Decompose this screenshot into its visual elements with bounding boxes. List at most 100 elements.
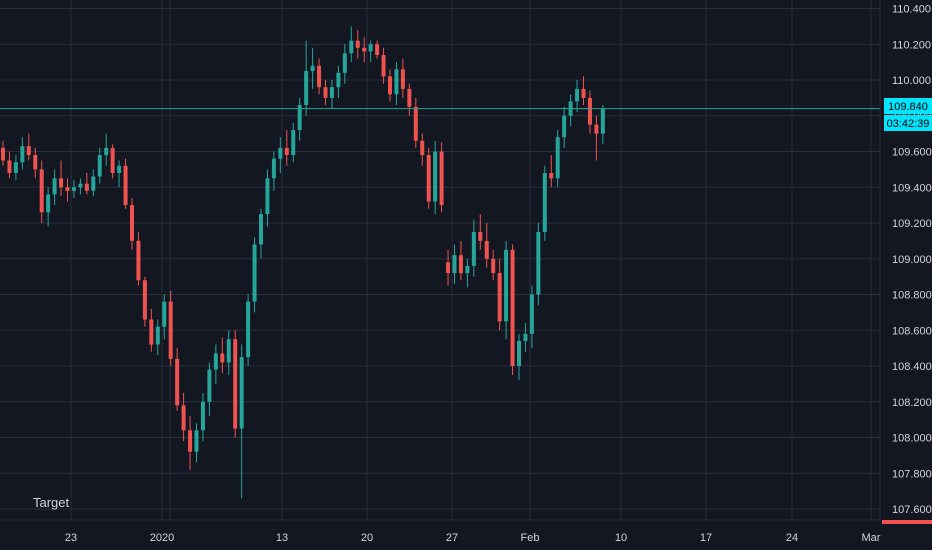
y-tick-label: 107.600: [892, 504, 932, 516]
x-tick-label: 2020: [150, 532, 174, 544]
candle: [39, 160, 44, 223]
candle-body: [407, 88, 412, 107]
candle: [297, 97, 302, 141]
candle-body: [600, 108, 605, 134]
candle-body: [594, 124, 599, 134]
candle-body: [117, 165, 122, 173]
candle-body: [549, 172, 554, 179]
candle: [310, 47, 315, 89]
candle-body: [349, 40, 354, 54]
candle: [136, 231, 141, 286]
candle-body: [504, 249, 509, 322]
candle: [175, 348, 180, 411]
candle-body: [587, 97, 592, 125]
countdown-badge: 03:42:39: [884, 115, 932, 131]
candle: [149, 308, 154, 352]
candle: [117, 160, 122, 188]
candle: [433, 140, 438, 215]
candle: [600, 105, 605, 145]
candle-body: [394, 69, 399, 95]
candle: [446, 249, 451, 286]
candle: [252, 237, 257, 313]
y-tick-label: 108.400: [892, 361, 932, 373]
price-axis-background: [880, 0, 932, 520]
candle-body: [194, 430, 199, 452]
candle: [220, 337, 225, 374]
candle: [84, 172, 89, 195]
candle: [329, 80, 334, 109]
candle-body: [542, 172, 547, 232]
candle-body: [20, 146, 25, 163]
candle-body: [130, 205, 134, 241]
candle-body: [84, 183, 89, 191]
candle-body: [213, 353, 218, 370]
candle-body: [252, 244, 257, 302]
candle-body: [497, 273, 502, 322]
candle: [46, 187, 51, 227]
x-tick-label: 17: [700, 532, 712, 544]
candle-body: [142, 280, 147, 320]
candle-body: [329, 87, 334, 98]
x-tick-label: 10: [615, 532, 627, 544]
candle-body: [388, 76, 392, 95]
candle: [517, 333, 521, 381]
x-tick-label: 13: [276, 532, 288, 544]
candle: [284, 130, 289, 166]
candle: [226, 330, 231, 375]
candle-body: [458, 255, 463, 274]
candle: [510, 244, 515, 375]
x-tick-label: 27: [446, 532, 458, 544]
candle-body: [239, 357, 244, 429]
candle-body: [97, 155, 102, 177]
last-price-badge[interactable]: 109.840: [884, 98, 932, 114]
candle-body: [484, 240, 489, 259]
candle-body: [265, 178, 270, 215]
candle: [362, 37, 367, 63]
y-tick-label: 108.800: [892, 290, 932, 302]
candle-body: [181, 405, 186, 431]
candle-body: [555, 137, 560, 179]
candle-body: [400, 69, 405, 89]
candle: [104, 133, 109, 166]
time-axis-background: [0, 520, 932, 550]
candle-body: [355, 40, 360, 48]
candle: [491, 249, 496, 281]
candle-body: [91, 176, 96, 191]
candle: [497, 258, 502, 331]
candle-body: [575, 88, 580, 102]
candle: [400, 58, 405, 98]
last-price-badge-bg: [884, 98, 932, 114]
countdown-badge-bg: [884, 115, 932, 131]
candle-body: [149, 319, 154, 345]
candle-body: [413, 106, 418, 141]
candle-body: [523, 333, 528, 341]
candle: [265, 169, 270, 227]
candle: [562, 106, 567, 148]
y-tick-label: 109.400: [892, 182, 932, 194]
candle-body: [562, 115, 567, 138]
candle: [97, 147, 102, 184]
candle: [188, 416, 193, 470]
candle-body: [536, 231, 541, 295]
candle: [7, 151, 12, 179]
candle: [413, 97, 418, 148]
candle: [336, 65, 341, 98]
candle-body: [368, 44, 373, 52]
candle-body: [510, 249, 515, 366]
candle-body: [271, 158, 276, 179]
candle: [71, 180, 76, 198]
candles: [1, 26, 605, 499]
candle: [65, 178, 70, 202]
candle-body: [517, 340, 521, 366]
candle: [233, 330, 238, 438]
candle-body: [284, 147, 289, 156]
candle: [259, 208, 263, 259]
candle-body: [465, 265, 470, 274]
candle: [278, 137, 283, 173]
candle: [581, 76, 586, 106]
candle: [342, 44, 347, 84]
candle: [420, 133, 425, 166]
y-tick-label: 109.600: [892, 147, 932, 159]
